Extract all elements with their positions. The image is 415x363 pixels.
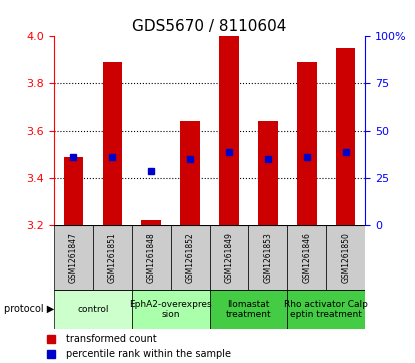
Bar (249, 225, 287, 290)
Text: EphA2-overexpres
sion: EphA2-overexpres sion (129, 300, 212, 319)
Bar (54, 225, 93, 290)
Text: GSM1261853: GSM1261853 (264, 232, 272, 283)
Title: GDS5670 / 8110604: GDS5670 / 8110604 (132, 19, 287, 34)
Text: GSM1261847: GSM1261847 (69, 232, 78, 283)
Text: GSM1261851: GSM1261851 (108, 232, 117, 283)
Bar (210, 290, 287, 329)
Bar (297, 62, 317, 225)
Bar (326, 225, 365, 290)
Text: GSM1261846: GSM1261846 (303, 232, 311, 283)
Bar (171, 225, 210, 290)
Text: Rho activator Calp
eptin treatment: Rho activator Calp eptin treatment (284, 300, 368, 319)
Bar (219, 36, 239, 225)
Bar (336, 48, 356, 225)
Bar (93, 225, 132, 290)
Bar (181, 121, 200, 225)
Bar (258, 121, 278, 225)
Bar (103, 62, 122, 225)
Bar (63, 157, 83, 225)
Text: protocol ▶: protocol ▶ (4, 305, 54, 314)
Bar (132, 225, 171, 290)
Bar (54, 290, 132, 329)
Text: control: control (77, 305, 109, 314)
Text: GSM1261849: GSM1261849 (225, 232, 234, 283)
Bar (210, 225, 249, 290)
Bar (142, 220, 161, 225)
Text: percentile rank within the sample: percentile rank within the sample (66, 349, 231, 359)
Bar (132, 290, 210, 329)
Bar (287, 225, 326, 290)
Text: transformed count: transformed count (66, 334, 156, 344)
Text: GSM1261848: GSM1261848 (147, 232, 156, 283)
Text: GSM1261852: GSM1261852 (186, 232, 195, 283)
Text: GSM1261850: GSM1261850 (341, 232, 350, 283)
Text: Ilomastat
treatment: Ilomastat treatment (226, 300, 271, 319)
Bar (287, 290, 365, 329)
